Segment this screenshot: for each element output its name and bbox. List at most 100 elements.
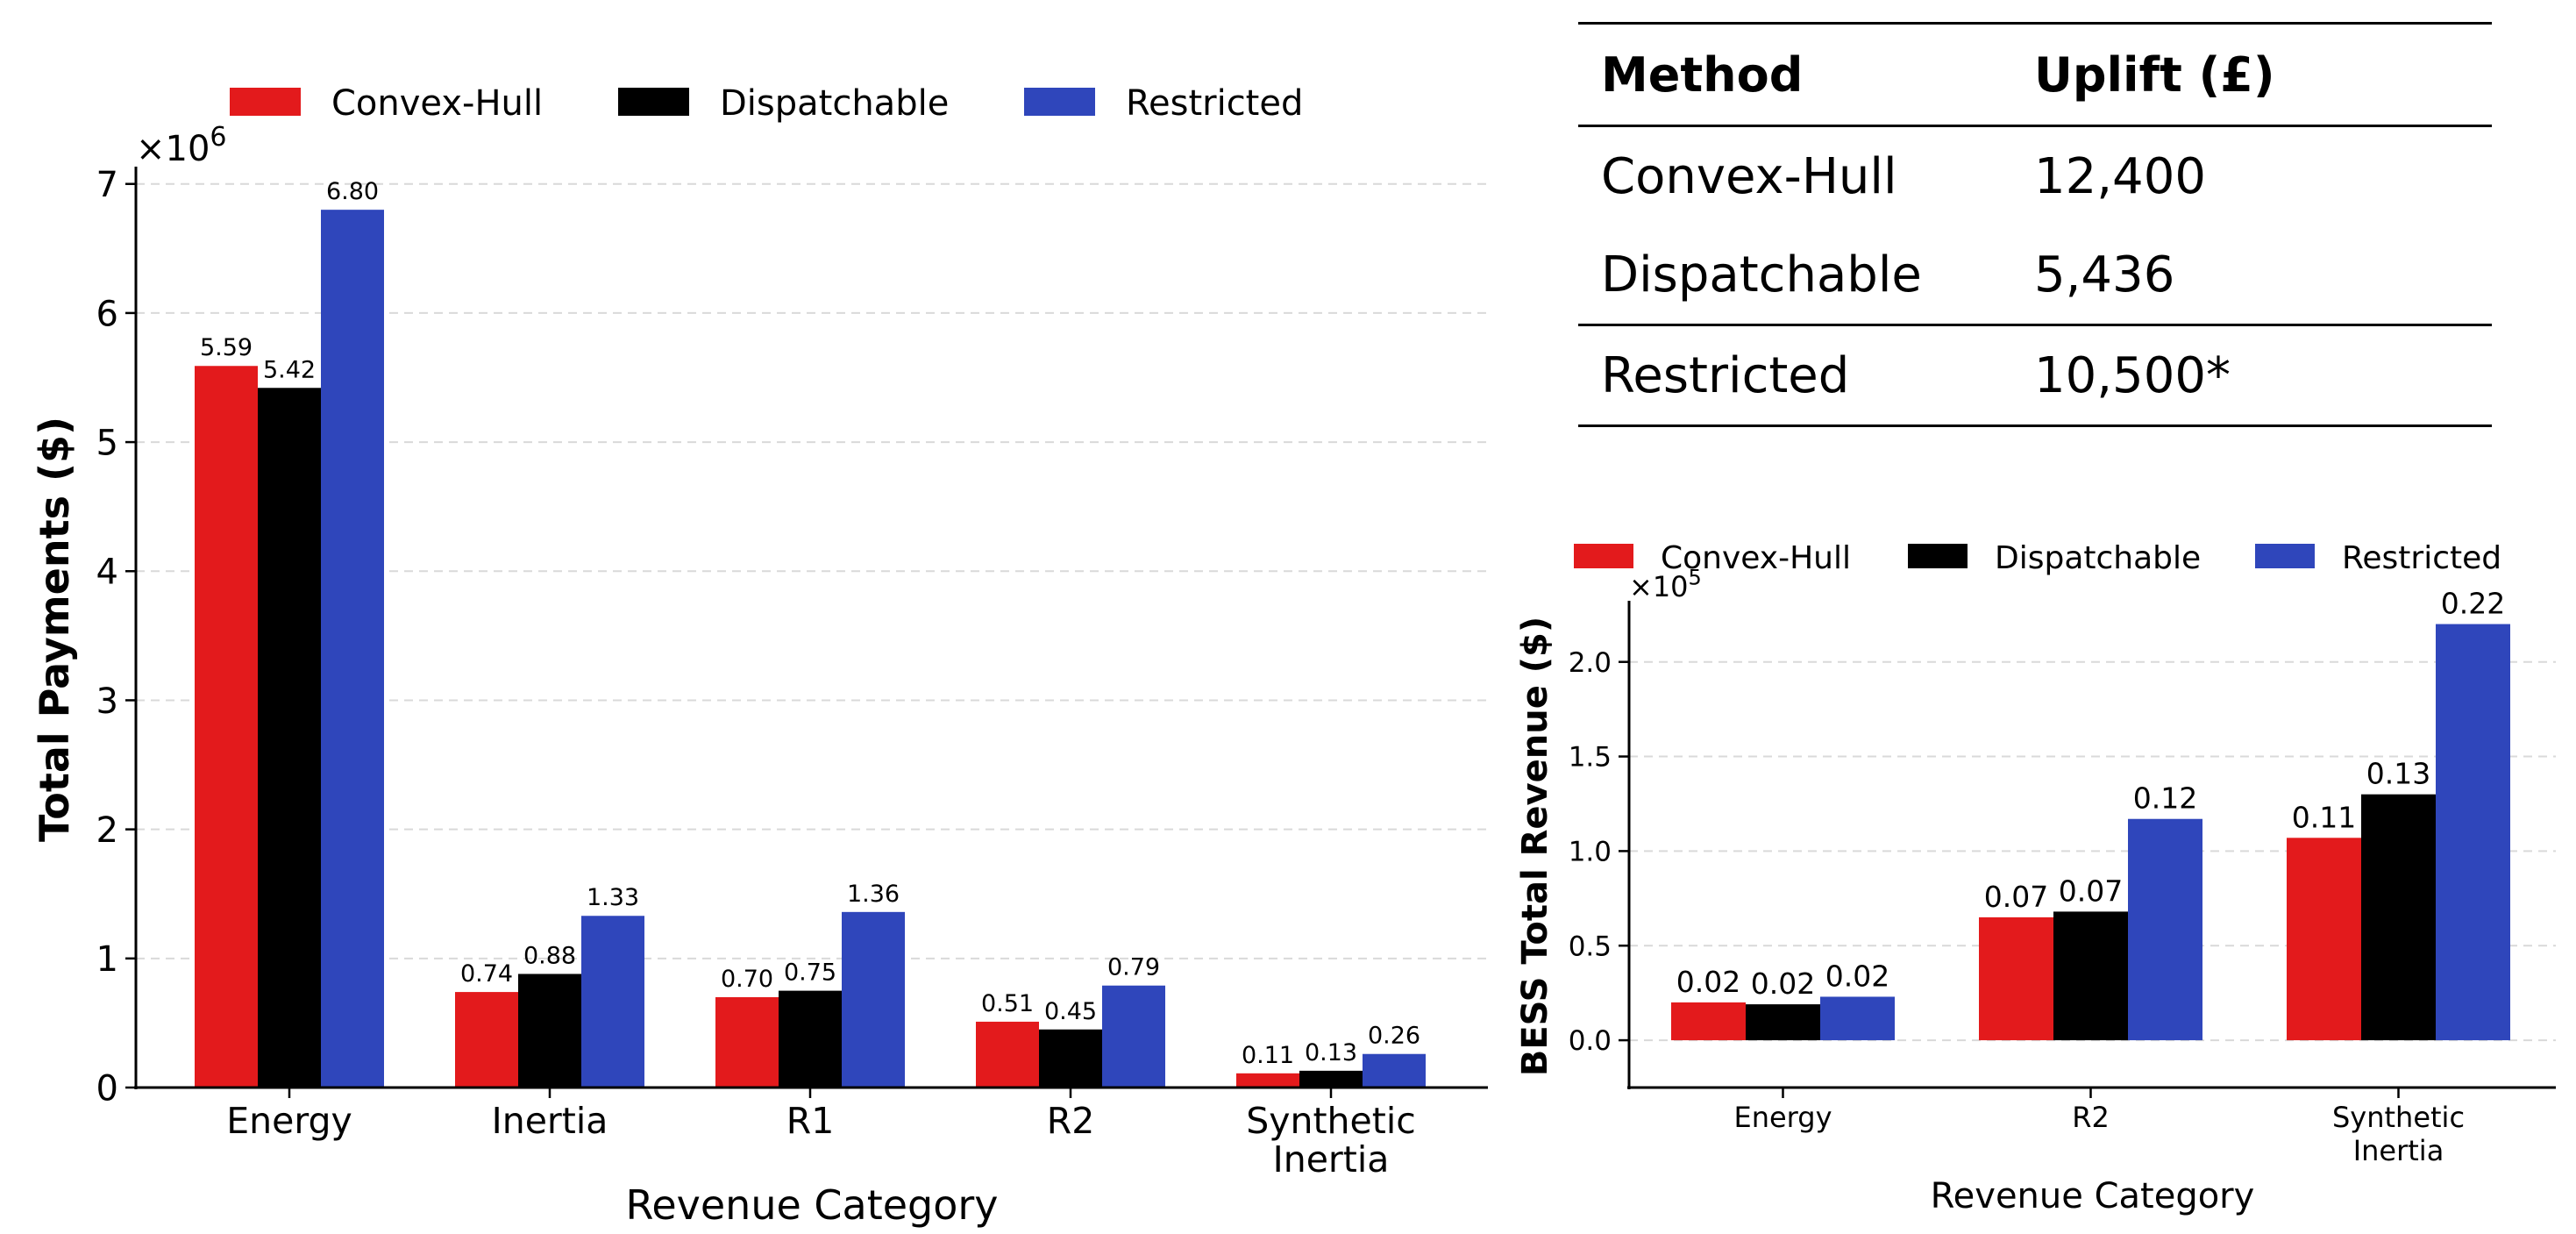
table-cell-method: Restricted bbox=[1601, 346, 1850, 404]
bar bbox=[518, 974, 581, 1088]
legend-swatch bbox=[1024, 88, 1095, 116]
data-label: 0.22 bbox=[2441, 587, 2505, 621]
bess-revenue-chart: 0.0 0.5 1.0 1.5 2.0 ×105 0.02 0.07 0.11 0.02 0.07 0… bbox=[1515, 540, 2556, 1216]
bar bbox=[1671, 1002, 1746, 1041]
x-tick-label: R2 bbox=[2072, 1101, 2110, 1134]
data-label: 0.02 bbox=[1825, 959, 1889, 993]
x-tick-label: Synthetic bbox=[2332, 1101, 2465, 1134]
data-label: 0.13 bbox=[2366, 757, 2430, 791]
y-tick-label: 0.0 bbox=[1569, 1025, 1612, 1057]
bar bbox=[1820, 996, 1895, 1041]
data-label: 0.74 bbox=[460, 960, 513, 988]
y-tick-label: 2 bbox=[96, 810, 118, 851]
data-label: 0.11 bbox=[1242, 1042, 1294, 1069]
data-label: 0.02 bbox=[1751, 967, 1815, 1001]
legend-label: Dispatchable bbox=[1995, 540, 2201, 576]
axis-offset-label: ×106 bbox=[136, 122, 227, 169]
y-axis-label: Total Payments ($) bbox=[31, 417, 78, 842]
bar bbox=[1746, 1004, 1820, 1041]
data-label: 0.26 bbox=[1368, 1023, 1420, 1050]
y-tick-label: 1.0 bbox=[1569, 837, 1612, 868]
y-tick-label: 7 bbox=[96, 165, 118, 205]
data-label: 0.07 bbox=[2059, 874, 2123, 908]
bar bbox=[1299, 1070, 1363, 1088]
data-label: 0.07 bbox=[1984, 880, 2048, 914]
bar bbox=[455, 992, 518, 1088]
table-cell-uplift: 10,500* bbox=[2034, 346, 2231, 404]
bar bbox=[1236, 1073, 1299, 1088]
x-tick-label: Inertia bbox=[2353, 1134, 2444, 1167]
table-row: Dispatchable 5,436 bbox=[1578, 225, 2492, 324]
legend-label: Restricted bbox=[1126, 83, 1303, 124]
data-label: 0.70 bbox=[721, 966, 773, 993]
bar bbox=[2287, 838, 2361, 1041]
table-row: Restricted 10,500* bbox=[1578, 324, 2492, 427]
table-header-uplift: Uplift (£) bbox=[2034, 46, 2275, 103]
x-axis-label: Revenue Category bbox=[1931, 1176, 2255, 1216]
data-label: 0.02 bbox=[1676, 965, 1740, 999]
data-label: 0.51 bbox=[981, 990, 1034, 1017]
table-cell-method: Dispatchable bbox=[1601, 246, 1922, 303]
bar bbox=[2053, 911, 2128, 1041]
x-axis-label: Revenue Category bbox=[625, 1181, 998, 1229]
bar bbox=[195, 366, 258, 1088]
bar bbox=[779, 990, 842, 1088]
table-header-method: Method bbox=[1601, 46, 1804, 103]
bar bbox=[1102, 985, 1165, 1088]
y-tick-label: 4 bbox=[96, 553, 118, 593]
legend-swatch bbox=[618, 88, 689, 116]
y-tick-label: 0.5 bbox=[1569, 931, 1612, 962]
table-cell-uplift: 5,436 bbox=[2034, 246, 2175, 303]
data-label: 0.11 bbox=[2292, 800, 2356, 834]
bar bbox=[1039, 1029, 1102, 1088]
data-label: 0.79 bbox=[1107, 954, 1160, 981]
bar bbox=[976, 1021, 1039, 1088]
y-axis-label: BESS Total Revenue ($) bbox=[1515, 617, 1555, 1076]
legend-label: Convex-Hull bbox=[1661, 540, 1851, 576]
legend-swatch bbox=[2255, 544, 2315, 568]
data-label: 0.12 bbox=[2133, 781, 2197, 816]
x-tick-label: Inertia bbox=[1273, 1138, 1390, 1181]
bar bbox=[1979, 917, 2053, 1041]
data-label: 6.80 bbox=[326, 178, 379, 205]
y-tick-label: 1 bbox=[96, 939, 118, 980]
bar bbox=[2361, 794, 2436, 1041]
y-tick-label: 0 bbox=[96, 1068, 118, 1109]
legend-swatch bbox=[230, 88, 301, 116]
y-tick-label: 5 bbox=[96, 423, 118, 463]
bar bbox=[715, 996, 779, 1088]
bar bbox=[581, 916, 644, 1088]
legend-label: Convex-Hull bbox=[331, 83, 543, 124]
data-label: 1.33 bbox=[587, 884, 639, 911]
data-label: 0.88 bbox=[523, 942, 576, 969]
x-tick-label: Synthetic bbox=[1246, 1100, 1416, 1142]
legend-swatch bbox=[1574, 544, 1633, 568]
bar bbox=[1363, 1053, 1426, 1088]
bar bbox=[2128, 818, 2202, 1041]
x-tick-label: Energy bbox=[1733, 1101, 1832, 1134]
y-tick-label: 2.0 bbox=[1569, 647, 1612, 679]
payments-chart: 0 1 2 3 4 5 6 7 ×106 5.59 0.74 0.70 0.51 0.11 5.42 0.88… bbox=[31, 83, 1488, 1229]
table-cell-method: Convex-Hull bbox=[1601, 147, 1897, 205]
x-tick-label: R1 bbox=[786, 1100, 835, 1142]
legend-label: Dispatchable bbox=[720, 83, 949, 124]
bar bbox=[258, 388, 321, 1088]
data-label: 0.45 bbox=[1044, 998, 1097, 1025]
data-label: 0.75 bbox=[784, 959, 836, 987]
data-label: 5.59 bbox=[200, 334, 253, 361]
uplift-table: Method Uplift (£) Convex-Hull 12,400 Dis… bbox=[1578, 22, 2492, 427]
bar bbox=[321, 210, 384, 1088]
y-tick-label: 3 bbox=[96, 681, 118, 722]
x-tick-label: Energy bbox=[226, 1100, 352, 1142]
y-tick-label: 6 bbox=[96, 294, 118, 334]
legend: Convex-Hull Dispatchable Restricted bbox=[1574, 540, 2501, 576]
data-label: 5.42 bbox=[263, 356, 316, 383]
x-tick-label: R2 bbox=[1047, 1100, 1095, 1142]
legend: Convex-Hull Dispatchable Restricted bbox=[230, 83, 1303, 124]
y-tick-label: 1.5 bbox=[1569, 742, 1612, 774]
table-header-row: Method Uplift (£) bbox=[1578, 22, 2492, 127]
x-tick-label: Inertia bbox=[492, 1100, 608, 1142]
bar bbox=[2436, 624, 2510, 1041]
data-label: 1.36 bbox=[847, 881, 900, 908]
